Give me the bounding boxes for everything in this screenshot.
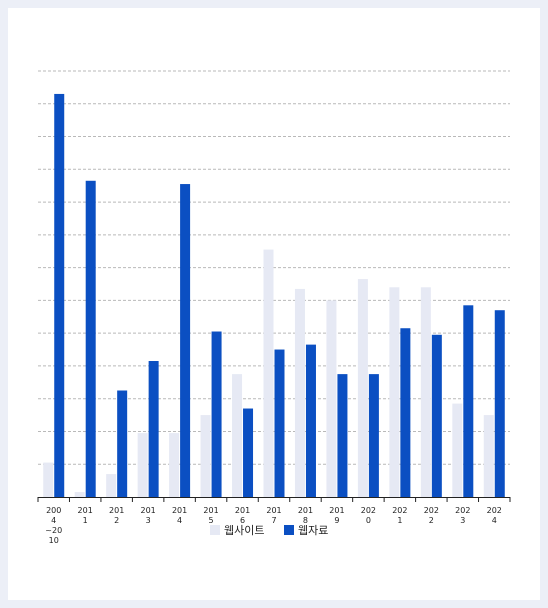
bar-webdata: [494, 310, 505, 497]
legend-label-website: 웹사이트: [224, 524, 264, 537]
bar-website: [137, 433, 148, 497]
x-tick-label: 201 6: [235, 506, 250, 525]
bar-webdata: [337, 374, 348, 497]
bar-website: [43, 462, 54, 497]
x-tick-label: 201 8: [298, 506, 313, 525]
x-tick-label: 201 9: [329, 506, 344, 525]
x-tick-label: 200 4 ~20 10: [45, 506, 62, 545]
bar-website: [326, 300, 337, 497]
bars: [43, 93, 505, 498]
bar-website: [74, 492, 85, 497]
bar-webdata: [148, 361, 159, 497]
chart-card: 200 4 ~20 10 201 1 201 2 201 3 201 4 201 5 201 6 201 7 201…: [8, 8, 540, 600]
bar-chart: 200 4 ~20 10 201 1 201 2 201 3 201 4 201 5 201 6 201 7 201…: [37, 70, 511, 545]
bar-webdata: [180, 184, 191, 498]
bar-webdata: [400, 328, 411, 497]
bar-website: [420, 287, 431, 497]
x-tick-label: 202 2: [424, 506, 439, 525]
bar-website: [263, 249, 274, 497]
legend-label-webdata: 웹자료: [298, 524, 328, 537]
legend-swatch-webdata: [284, 525, 294, 535]
bar-webdata: [85, 180, 96, 497]
x-tick-label: 202 3: [455, 506, 470, 525]
x-tick-label: 201 4: [172, 506, 187, 525]
gridlines: [38, 70, 510, 465]
bar-webdata: [431, 334, 442, 497]
bar-website: [483, 415, 494, 497]
bar-webdata: [211, 331, 222, 497]
bar-webdata: [368, 374, 379, 497]
bar-website: [200, 415, 211, 497]
bar-website: [389, 287, 400, 497]
x-tick-label: 202 0: [361, 506, 376, 525]
bar-webdata: [274, 349, 285, 497]
bar-website: [232, 374, 243, 497]
x-tick-label: 201 2: [109, 506, 124, 525]
bar-website: [106, 474, 117, 497]
bar-webdata: [243, 408, 254, 497]
x-tick-label: 202 1: [392, 506, 407, 525]
bar-webdata: [54, 93, 65, 497]
bar-website: [169, 433, 180, 497]
bar-webdata: [463, 305, 474, 497]
bar-webdata: [117, 390, 128, 497]
x-tick-label: 201 3: [140, 506, 155, 525]
bar-website: [294, 288, 305, 497]
bar-website: [357, 279, 368, 497]
x-axis: 200 4 ~20 10 201 1 201 2 201 3 201 4 201 5 201 6 201 7 201…: [37, 497, 511, 545]
bar-website: [452, 403, 463, 497]
x-tick-label: 201 1: [78, 506, 93, 525]
x-tick-label: 201 7: [266, 506, 281, 525]
legend-swatch-website: [210, 525, 220, 535]
bar-webdata: [305, 344, 316, 497]
x-tick-label: 202 4: [487, 506, 502, 525]
legend: 웹사이트 웹자료: [210, 524, 328, 537]
x-tick-label: 201 5: [203, 506, 218, 525]
